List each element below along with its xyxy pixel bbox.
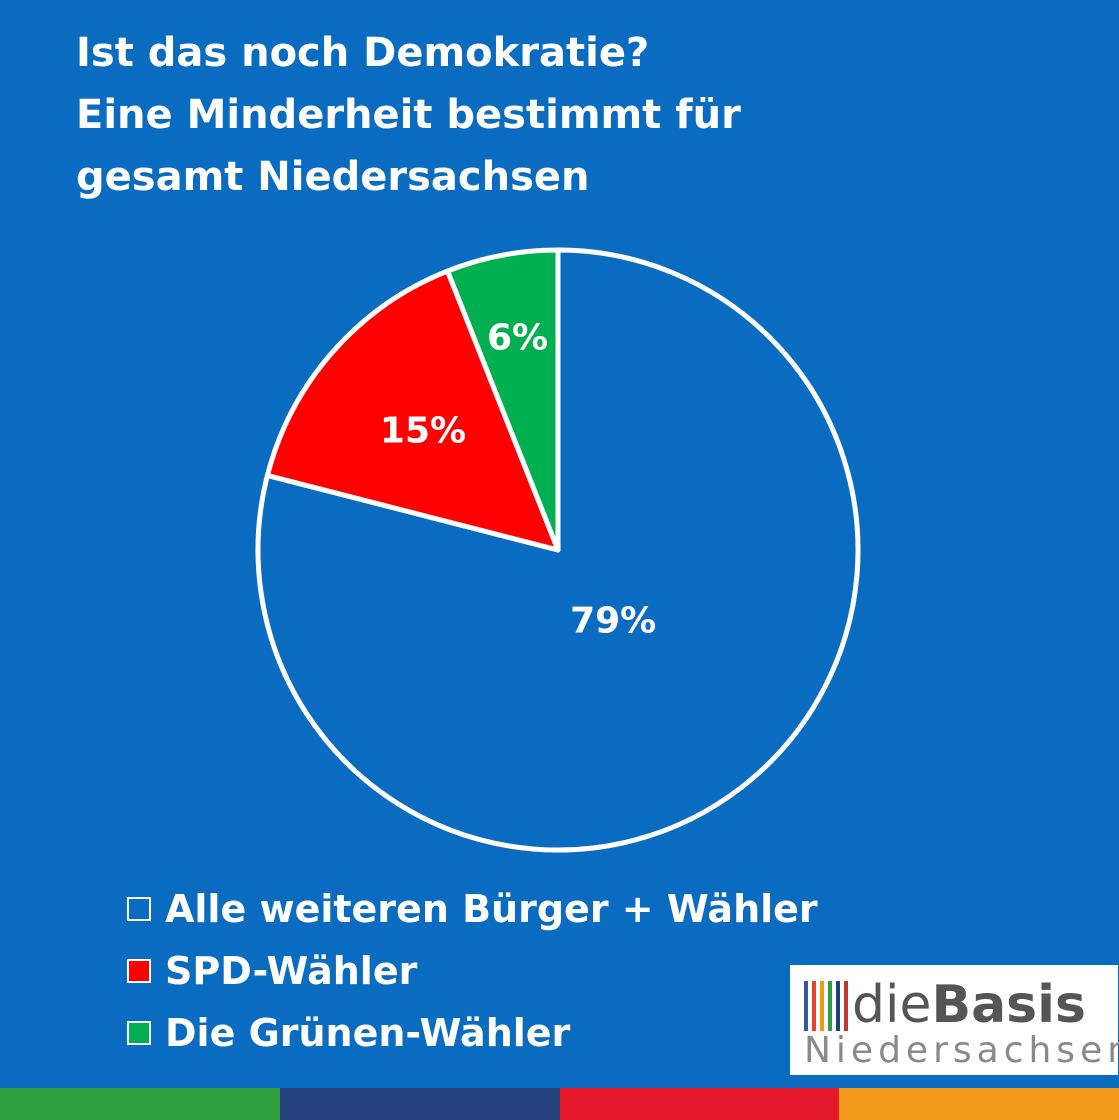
footer-strip-segment-4: [839, 1088, 1119, 1120]
footer-strip-segment-1: [0, 1088, 280, 1120]
footer-color-strip: [0, 1088, 1119, 1120]
logo-word-basis: Basis: [931, 975, 1086, 1035]
logo-bars-icon: [804, 981, 852, 1031]
legend-label-gruene: Die Grünen-Wähler: [165, 1011, 571, 1055]
logo-word-die: die: [852, 975, 932, 1035]
legend-item-others: Alle weiteren Bürger + Wähler: [127, 878, 818, 940]
legend: Alle weiteren Bürger + Wähler SPD-Wähler…: [127, 878, 818, 1064]
legend-label-others: Alle weiteren Bürger + Wähler: [165, 887, 818, 931]
footer-strip-segment-2: [279, 1088, 560, 1120]
logo-bar-6: [844, 981, 848, 1031]
legend-item-spd: SPD-Wähler: [127, 940, 818, 1002]
pie-slice-gruene: [445, 247, 561, 553]
title-line-2: Eine Minderheit bestimmt für: [76, 92, 741, 138]
logo-bar-5: [836, 981, 840, 1031]
logo-bar-3: [820, 981, 824, 1031]
pie-label-others: 79%: [570, 601, 656, 642]
legend-item-gruene: Die Grünen-Wähler: [127, 1002, 818, 1064]
legend-swatch-others: [127, 897, 151, 921]
pie-label-spd: 15%: [380, 410, 466, 451]
pie-slice-spd: [264, 268, 561, 553]
chart-title: Ist das noch Demokratie? Eine Minderheit…: [76, 22, 741, 208]
footer-strip-segment-3: [559, 1088, 840, 1120]
title-line-3: gesamt Niedersachsen: [76, 154, 590, 200]
logo-subtitle: Niedersachsen: [804, 1030, 1119, 1071]
legend-swatch-gruene: [127, 1021, 151, 1045]
pie-label-gruene: 6%: [487, 317, 548, 358]
legend-label-spd: SPD-Wähler: [165, 949, 418, 993]
logo-wordmark: dieBasis: [852, 975, 1086, 1035]
legend-swatch-spd: [127, 959, 151, 983]
logo-bar-2: [812, 981, 816, 1031]
diebasis-logo: dieBasis Niedersachsen: [790, 965, 1119, 1075]
logo-bar-4: [828, 981, 832, 1031]
title-line-1: Ist das noch Demokratie?: [76, 30, 650, 76]
logo-bar-1: [804, 981, 808, 1031]
